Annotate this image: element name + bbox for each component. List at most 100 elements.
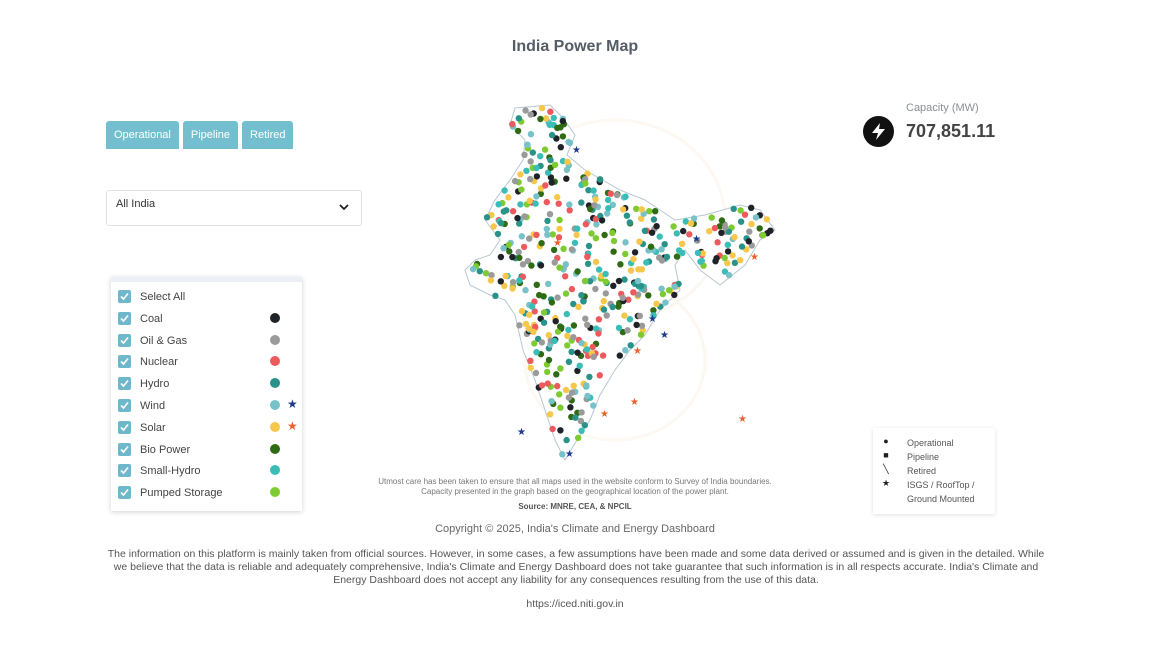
plant-marker[interactable]: [590, 187, 597, 194]
plant-marker[interactable]: [585, 187, 592, 194]
plant-marker[interactable]: [565, 358, 573, 365]
plant-marker[interactable]: [544, 231, 551, 238]
plant-marker[interactable]: [549, 425, 556, 433]
plant-marker[interactable]: [595, 266, 603, 273]
checkbox-select-all[interactable]: [118, 290, 131, 303]
plant-marker[interactable]: [682, 218, 689, 225]
plant-marker[interactable]: [647, 243, 655, 250]
legend-item-solar[interactable]: Solar ★: [118, 419, 302, 438]
plant-marker[interactable]: [604, 196, 612, 204]
plant-marker[interactable]: [526, 235, 533, 242]
plant-marker[interactable]: [638, 282, 645, 290]
plant-marker[interactable]: [505, 194, 512, 201]
plant-marker[interactable]: [518, 233, 525, 240]
plant-marker[interactable]: [544, 380, 551, 387]
plant-marker[interactable]: [650, 312, 657, 319]
plant-marker[interactable]: [708, 214, 715, 221]
plant-marker[interactable]: [630, 289, 637, 296]
plant-marker[interactable]: [601, 231, 608, 239]
plant-marker[interactable]: [604, 210, 611, 217]
plant-marker[interactable]: [547, 156, 554, 164]
legend-item-oil-gas[interactable]: Oil & Gas: [118, 333, 302, 351]
plant-marker[interactable]: [622, 193, 629, 200]
legend-item-pumped-storage[interactable]: Pumped Storage: [118, 485, 302, 503]
plant-marker[interactable]: [522, 107, 529, 114]
plant-marker[interactable]: [483, 214, 491, 221]
legend-item-select-all[interactable]: Select All: [118, 289, 302, 307]
checkbox-pumped-storage[interactable]: [118, 486, 131, 500]
plant-marker[interactable]: [592, 325, 600, 332]
plant-marker[interactable]: [556, 264, 563, 271]
checkbox-oil-gas[interactable]: [118, 333, 131, 347]
plant-marker[interactable]: [686, 231, 693, 238]
plant-marker[interactable]: [524, 257, 532, 265]
isgs-star-marker[interactable]: ★: [633, 346, 642, 357]
plant-marker[interactable]: [565, 394, 573, 401]
plant-marker[interactable]: [524, 141, 531, 148]
plant-marker[interactable]: [549, 231, 556, 238]
plant-marker[interactable]: [531, 308, 538, 315]
plant-marker[interactable]: [586, 373, 593, 381]
plant-marker[interactable]: [497, 253, 505, 261]
plant-marker[interactable]: [592, 196, 599, 203]
plant-marker[interactable]: [566, 207, 573, 214]
plant-marker[interactable]: [713, 255, 720, 262]
plant-marker[interactable]: [679, 249, 686, 257]
plant-marker[interactable]: [546, 121, 553, 129]
plant-marker[interactable]: [482, 270, 490, 277]
plant-marker[interactable]: [670, 223, 677, 230]
plant-marker[interactable]: [527, 357, 534, 364]
plant-marker[interactable]: [621, 276, 628, 283]
plant-marker[interactable]: [538, 339, 546, 346]
plant-marker[interactable]: [502, 272, 509, 280]
plant-marker[interactable]: [521, 213, 528, 220]
plant-marker[interactable]: [592, 285, 599, 293]
plant-marker[interactable]: [568, 348, 575, 356]
legend-item-coal[interactable]: Coal: [118, 311, 302, 329]
plant-marker[interactable]: [516, 220, 523, 227]
plant-marker[interactable]: [610, 248, 617, 255]
plant-marker[interactable]: [617, 261, 624, 268]
plant-marker[interactable]: [488, 272, 495, 279]
plant-marker[interactable]: [622, 239, 629, 246]
plant-marker[interactable]: [532, 323, 539, 331]
plant-marker[interactable]: [518, 307, 526, 315]
plant-marker[interactable]: [548, 299, 556, 306]
plant-marker[interactable]: [658, 246, 665, 253]
plant-marker[interactable]: [725, 228, 732, 235]
plant-marker[interactable]: [636, 238, 643, 245]
plant-marker[interactable]: [553, 135, 560, 142]
plant-marker[interactable]: [501, 282, 508, 289]
plant-marker[interactable]: [609, 229, 616, 237]
plant-marker[interactable]: [582, 221, 590, 228]
tab-retired[interactable]: Retired: [242, 121, 294, 149]
plant-marker[interactable]: [565, 326, 572, 334]
plant-marker[interactable]: [658, 285, 665, 292]
plant-marker[interactable]: [527, 364, 534, 372]
plant-marker[interactable]: [548, 179, 555, 186]
plant-marker[interactable]: [546, 411, 554, 418]
plant-marker[interactable]: [566, 201, 573, 208]
plant-marker[interactable]: [526, 311, 533, 318]
plant-marker[interactable]: [626, 316, 634, 323]
plant-marker[interactable]: [645, 292, 652, 299]
plant-marker[interactable]: [532, 200, 539, 207]
plant-marker[interactable]: [537, 262, 545, 269]
plant-marker[interactable]: [656, 254, 663, 261]
plant-marker[interactable]: [602, 278, 609, 285]
plant-marker[interactable]: [558, 324, 565, 331]
plant-marker[interactable]: [725, 271, 733, 279]
plant-marker[interactable]: [638, 215, 645, 222]
plant-marker[interactable]: [767, 227, 774, 234]
plant-marker[interactable]: [756, 225, 763, 232]
plant-marker[interactable]: [538, 382, 546, 389]
plant-marker[interactable]: [548, 131, 556, 139]
plant-marker[interactable]: [763, 216, 770, 223]
plant-marker[interactable]: [574, 268, 581, 275]
plant-marker[interactable]: [680, 227, 687, 235]
plant-marker[interactable]: [599, 352, 607, 359]
plant-marker[interactable]: [588, 230, 595, 237]
plant-marker[interactable]: [634, 291, 642, 298]
isgs-star-marker[interactable]: ★: [630, 397, 639, 408]
plant-marker[interactable]: [622, 347, 629, 354]
